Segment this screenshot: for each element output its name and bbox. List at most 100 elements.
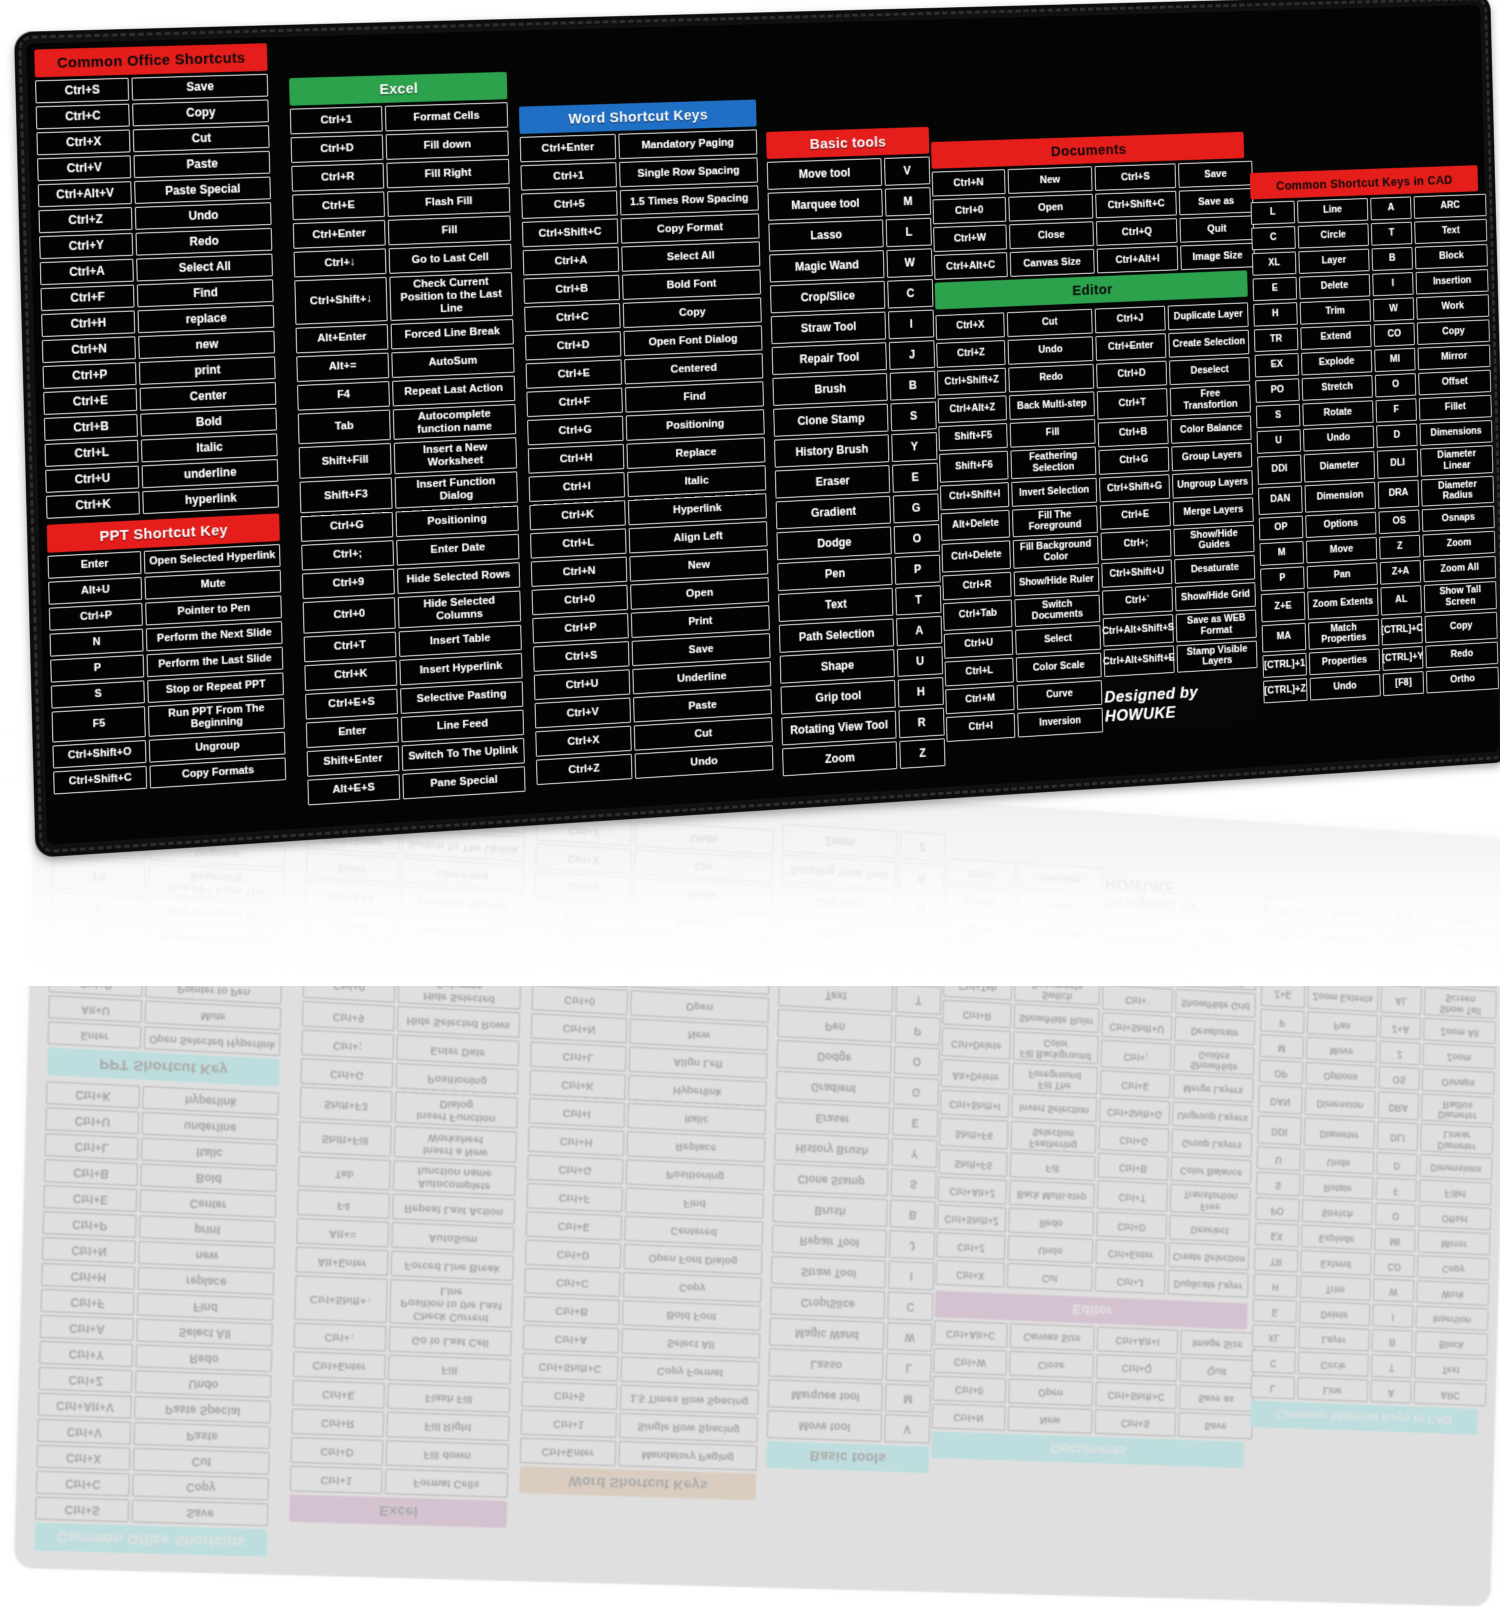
shortcut-action-cell: 1.5 Times Row Spacing: [619, 185, 758, 215]
shortcut-action-text: Layer: [1322, 1333, 1347, 1345]
shortcut-action-text: Text: [1442, 1363, 1460, 1375]
shortcut-key-text: Shift+F3: [324, 1097, 368, 1112]
shortcut-key-text: Ctrl+Shift+O: [68, 746, 132, 762]
shortcut-key-text: Ctrl+G: [1119, 454, 1148, 467]
shortcut-key-text: R: [918, 716, 926, 729]
shortcut-key-cell: Ctrl+I: [946, 713, 1016, 742]
shortcut-key-text: D: [1394, 1159, 1401, 1170]
shortcut-action-text: Line Feed: [437, 867, 488, 883]
shortcut-key-cell: Ctrl+Shift+Z: [937, 1204, 1007, 1232]
shortcut-action-text: ARC: [1440, 200, 1460, 212]
shortcut-action-text: Check Current Position to the Last Line: [393, 275, 509, 317]
shortcut-action-cell: Check Current Position to the Last Line: [389, 1279, 513, 1328]
shortcut-key-text: G: [912, 1085, 921, 1098]
shortcut-key-text: Ctrl+Q: [1122, 226, 1152, 239]
shortcut-key-text: A: [1388, 203, 1395, 214]
shortcut-action-text: Line Feed: [437, 718, 488, 734]
table-row: Shift+Fill Insert a New Worksheet: [299, 1121, 517, 1162]
shortcut-key-text: DRA: [1388, 488, 1408, 500]
shortcut-key-text: Ctrl+1: [320, 113, 352, 127]
shortcut-key-text: Ctrl+Alt+V: [56, 187, 114, 202]
shortcut-action-cell: Straw Tool: [771, 1256, 886, 1289]
shortcut-action-text: Autocomplete function name: [396, 1163, 512, 1193]
shortcut-key-cell: Shift+F6: [939, 451, 1009, 483]
table-editor-left: Ctrl+X Cut Ctrl+Z Undo Ctrl+Shift+Z Redo Ctrl+…: [935, 309, 1102, 742]
shortcut-key-text: M: [1278, 1041, 1286, 1052]
shortcut-action-text: Diameter Linear: [1424, 1127, 1490, 1152]
shortcut-key-text: Ctrl+Alt+C: [946, 259, 995, 273]
shortcut-action-cell: Save: [1178, 161, 1253, 188]
shortcut-action-text: Go to Last Cell: [412, 251, 489, 267]
shortcut-action-text: Grip tool: [815, 895, 861, 911]
table-row: Ctrl+X Cut: [36, 1445, 269, 1475]
shortcut-key-cell: Ctrl+G: [1098, 446, 1170, 474]
shortcut-action-cell: Magic Wand: [769, 1318, 884, 1350]
shortcut-key-text: Ctrl+E: [558, 367, 590, 381]
editor-columns: Ctrl+X Cut Ctrl+Z Undo Ctrl+Shift+Z Redo Ctrl+…: [935, 858, 1258, 1298]
shortcut-key-cell: L: [886, 218, 932, 247]
shortcut-key-text: T: [1389, 228, 1395, 239]
shortcut-key-text: [CTRL]+Z: [1264, 902, 1306, 916]
shortcut-action-cell: Replace: [626, 1131, 765, 1163]
shortcut-key-cell: Ctrl+E+S: [305, 688, 398, 719]
shortcut-key-text: Ctrl+X: [956, 320, 985, 332]
shortcut-key-cell: Alt+Enter: [296, 1247, 389, 1276]
shortcut-action-text: Hyperlink: [673, 502, 722, 517]
shortcut-key-cell: Ctrl+K: [304, 909, 397, 940]
table-ppt: Enter Open Selected Hyperlink Alt+U Mute Ctr…: [48, 544, 287, 794]
table-documents: Ctrl+N New Ctrl+S Save Ctrl+0 Open Ctrl+Shift+…: [932, 1320, 1247, 1439]
shortcut-key-text: O: [1392, 1209, 1399, 1220]
shortcut-action-cell: Cut: [133, 1448, 270, 1475]
shortcut-action-cell: Undo: [1303, 1148, 1374, 1174]
shortcut-key-text: Ctrl+I: [563, 480, 591, 494]
shortcut-key-cell: Ctrl+L: [530, 528, 626, 558]
shortcut-key-text: XL: [1268, 1331, 1280, 1343]
shortcut-key-cell: F5: [52, 858, 146, 894]
shortcut-key-cell: Ctrl+V: [37, 1419, 131, 1445]
shortcut-action-cell: Stretch: [1302, 375, 1373, 401]
shortcut-key-cell: Ctrl+N: [531, 557, 627, 587]
shortcut-key-text: Ctrl+K: [561, 508, 594, 522]
shortcut-action-cell: Diameter Radius: [1421, 475, 1494, 506]
shortcut-key-cell: DLI: [1377, 449, 1419, 479]
shortcut-action-text: Match Properties: [1311, 621, 1375, 647]
shortcut-action-text: Deselect: [1191, 1223, 1229, 1236]
table-row: PO Stretch O Offset: [1255, 1197, 1483, 1230]
shortcut-action-cell: Repair Tool: [772, 1225, 887, 1258]
shortcut-action-cell: Show/Hide Ruler: [1014, 1004, 1099, 1033]
shortcut-action-text: History Brush: [795, 443, 868, 459]
mousepad: Common Office Shortcuts Ctrl+S Save Ctrl+C…: [14, 0, 1500, 858]
shortcut-key-cell: S: [891, 401, 937, 431]
shortcut-action-text: Line: [1323, 205, 1342, 217]
shortcut-key-cell: Ctrl+P: [49, 603, 143, 631]
shortcut-key-cell: Ctrl+Delete: [941, 1028, 1011, 1060]
shortcut-key-text: Ctrl+E: [1121, 509, 1149, 522]
shortcut-action-text: Ungroup Layers: [1177, 477, 1248, 492]
shortcut-action-text: Perform the Next Slide: [157, 955, 272, 974]
shortcut-key-text: C: [906, 1300, 914, 1313]
shortcut-action-cell: Work: [1416, 1280, 1489, 1305]
table-row: Ctrl+K Hyperlink: [529, 1070, 767, 1107]
table-row: Ctrl+I Inversion: [946, 858, 1103, 892]
shortcut-action-cell: Osnaps: [1422, 506, 1495, 532]
table-row: Ctrl+Shift+↓ Check Current Position to th…: [294, 272, 513, 324]
shortcut-action-text: Open: [686, 586, 714, 600]
shortcut-key-text: Ctrl+A: [69, 265, 105, 280]
shortcut-action-text: Show/Hide Guides: [1177, 527, 1251, 553]
shortcut-action-cell: Inversion: [1018, 708, 1103, 738]
shortcut-action-cell: underline: [142, 459, 279, 488]
shortcut-action-text: Free Transfortion: [1174, 387, 1248, 413]
shortcut-action-cell: Insert Function Dialog: [394, 471, 518, 508]
shortcut-key-text: W: [1389, 304, 1398, 315]
shortcut-action-text: Single Row Spacing: [637, 164, 739, 180]
table-row: Ctrl+1 Format Cells: [290, 1466, 508, 1498]
shortcut-action-cell: Redo: [1009, 1208, 1094, 1237]
table-row: Ctrl+E Center: [43, 1185, 276, 1218]
shortcut-key-cell: F: [1376, 398, 1417, 422]
shortcut-action-text: Bold Font: [666, 277, 716, 291]
shortcut-action-text: Switch To The Uplink: [408, 744, 518, 763]
shortcut-key-text: Tab: [335, 420, 354, 434]
shortcut-key-text: [F8]: [1395, 678, 1412, 690]
shortcut-key-cell: Ctrl+N: [42, 1237, 136, 1264]
shortcut-action-text: Centered: [670, 1224, 717, 1238]
